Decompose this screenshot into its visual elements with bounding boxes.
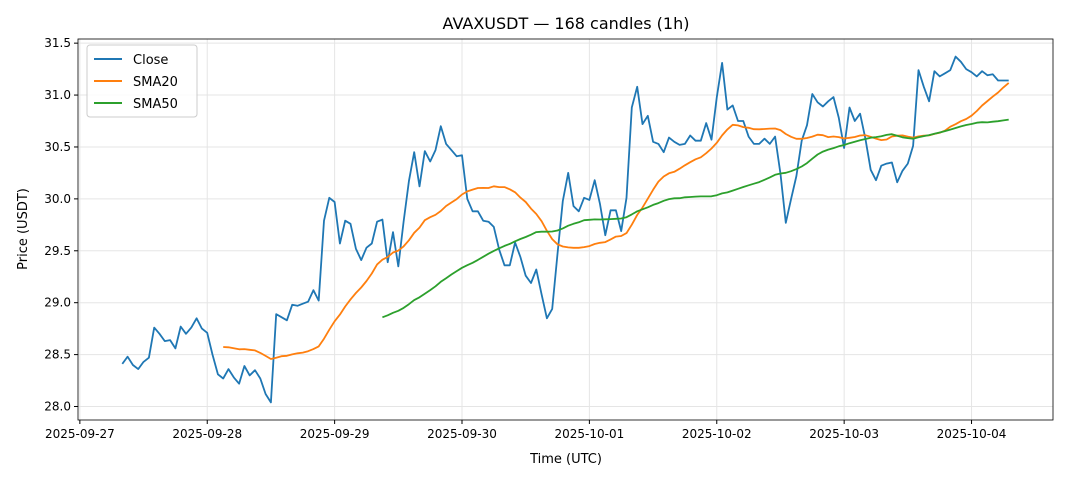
y-tick-label: 30.0 bbox=[44, 192, 71, 206]
x-tick-label: 2025-10-03 bbox=[809, 427, 879, 441]
legend-label-sma50: SMA50 bbox=[133, 97, 178, 112]
y-tick-label: 28.5 bbox=[44, 348, 71, 362]
grid bbox=[78, 39, 1053, 420]
y-tick-label: 29.0 bbox=[44, 296, 71, 310]
y-axis-label: Price (USDT) bbox=[16, 188, 31, 270]
series-sma50-line bbox=[382, 118, 1009, 319]
x-tick-label: 2025-10-01 bbox=[555, 427, 625, 441]
y-tick-label: 31.0 bbox=[44, 88, 71, 102]
x-axis-ticks: 2025-09-27 2025-09-28 2025-09-29 2025-09-30… bbox=[45, 420, 1006, 441]
x-tick-label: 2025-09-29 bbox=[300, 427, 370, 441]
y-tick-label: 30.5 bbox=[44, 140, 71, 154]
x-tick-label: 2025-10-04 bbox=[937, 427, 1007, 441]
legend-label-close: Close bbox=[133, 53, 168, 68]
x-axis-label: Time (UTC) bbox=[529, 452, 602, 467]
series-close-line bbox=[121, 55, 1009, 404]
y-axis-ticks: 28.0 28.5 29.0 29.5 30.0 30.5 31.0 31.5 bbox=[44, 36, 78, 414]
legend: Close SMA20 SMA50 bbox=[86, 44, 198, 118]
y-tick-label: 29.5 bbox=[44, 244, 71, 258]
x-tick-label: 2025-10-02 bbox=[682, 427, 752, 441]
plot-frame bbox=[77, 38, 1054, 421]
series-sma20-line bbox=[223, 82, 1010, 360]
x-tick-label: 2025-09-28 bbox=[172, 427, 242, 441]
x-tick-label: 2025-09-27 bbox=[45, 427, 115, 441]
y-tick-label: 28.0 bbox=[44, 400, 71, 414]
x-tick-label: 2025-09-30 bbox=[427, 427, 497, 441]
legend-label-sma20: SMA20 bbox=[133, 75, 178, 90]
chart-title: AVAXUSDT — 168 candles (1h) bbox=[443, 14, 690, 33]
y-tick-label: 31.5 bbox=[44, 36, 71, 50]
series-lines bbox=[121, 55, 1010, 404]
